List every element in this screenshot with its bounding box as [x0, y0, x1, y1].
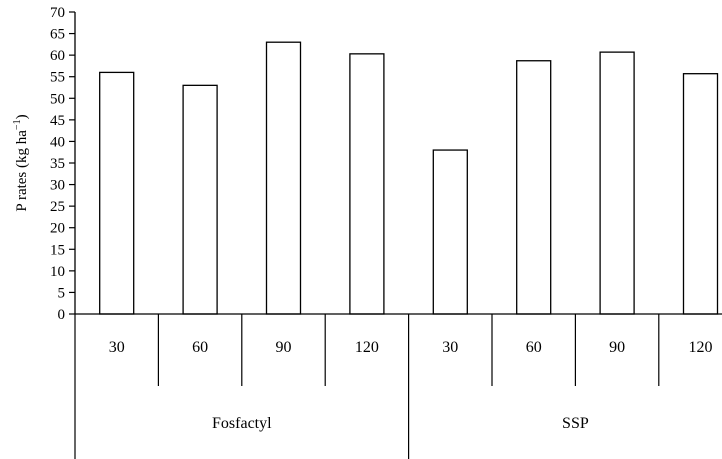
bar	[432, 149, 468, 315]
group-label: SSP	[562, 415, 589, 432]
y-tick-label: 55	[50, 70, 65, 86]
y-axis-label-close: )	[14, 114, 30, 119]
y-axis-label-superscript: −1	[12, 119, 23, 130]
y-tick-label: 15	[50, 242, 65, 258]
y-tick-label: 0	[58, 307, 66, 323]
category-label: 120	[689, 339, 713, 356]
y-tick-label: 10	[50, 264, 65, 280]
category-label: 30	[442, 339, 458, 356]
y-tick-label: 40	[50, 134, 65, 150]
bars	[99, 41, 719, 315]
y-tick-label: 60	[50, 48, 65, 64]
y-axis-ticks: 0 5 10 15 20 25 30 35 40 45 50 55 60 65 70	[50, 5, 75, 323]
bar	[349, 53, 385, 315]
category-label: 60	[526, 339, 542, 356]
bar	[599, 51, 635, 315]
group-labels: Fosfactyl SSP	[212, 415, 589, 432]
y-tick-label: 65	[50, 27, 65, 43]
category-label: 120	[355, 339, 379, 356]
y-tick-label: 45	[50, 113, 65, 129]
bar	[182, 84, 218, 315]
bar	[682, 73, 719, 315]
bar	[265, 41, 302, 315]
y-tick-label: 50	[50, 91, 65, 107]
y-tick-label: 25	[50, 199, 65, 215]
y-axis-label-main: P rates (kg ha	[14, 130, 30, 212]
y-tick-label: 35	[50, 156, 65, 172]
y-tick-label: 30	[50, 178, 65, 194]
y-axis-label: P rates (kg ha−1)	[12, 114, 30, 211]
x-axis-structure	[74, 314, 660, 459]
y-tick-label: 5	[58, 285, 66, 301]
category-label: 90	[276, 339, 292, 356]
category-labels: 30 60 90 120 30 60 90 120	[109, 339, 713, 356]
bar	[516, 60, 552, 315]
category-label: 30	[109, 339, 125, 356]
bar	[99, 71, 135, 315]
y-tick-label: 70	[50, 5, 65, 21]
category-label: 90	[609, 339, 625, 356]
category-label: 60	[192, 339, 208, 356]
y-tick-label: 20	[50, 221, 65, 237]
group-label: Fosfactyl	[212, 415, 272, 432]
